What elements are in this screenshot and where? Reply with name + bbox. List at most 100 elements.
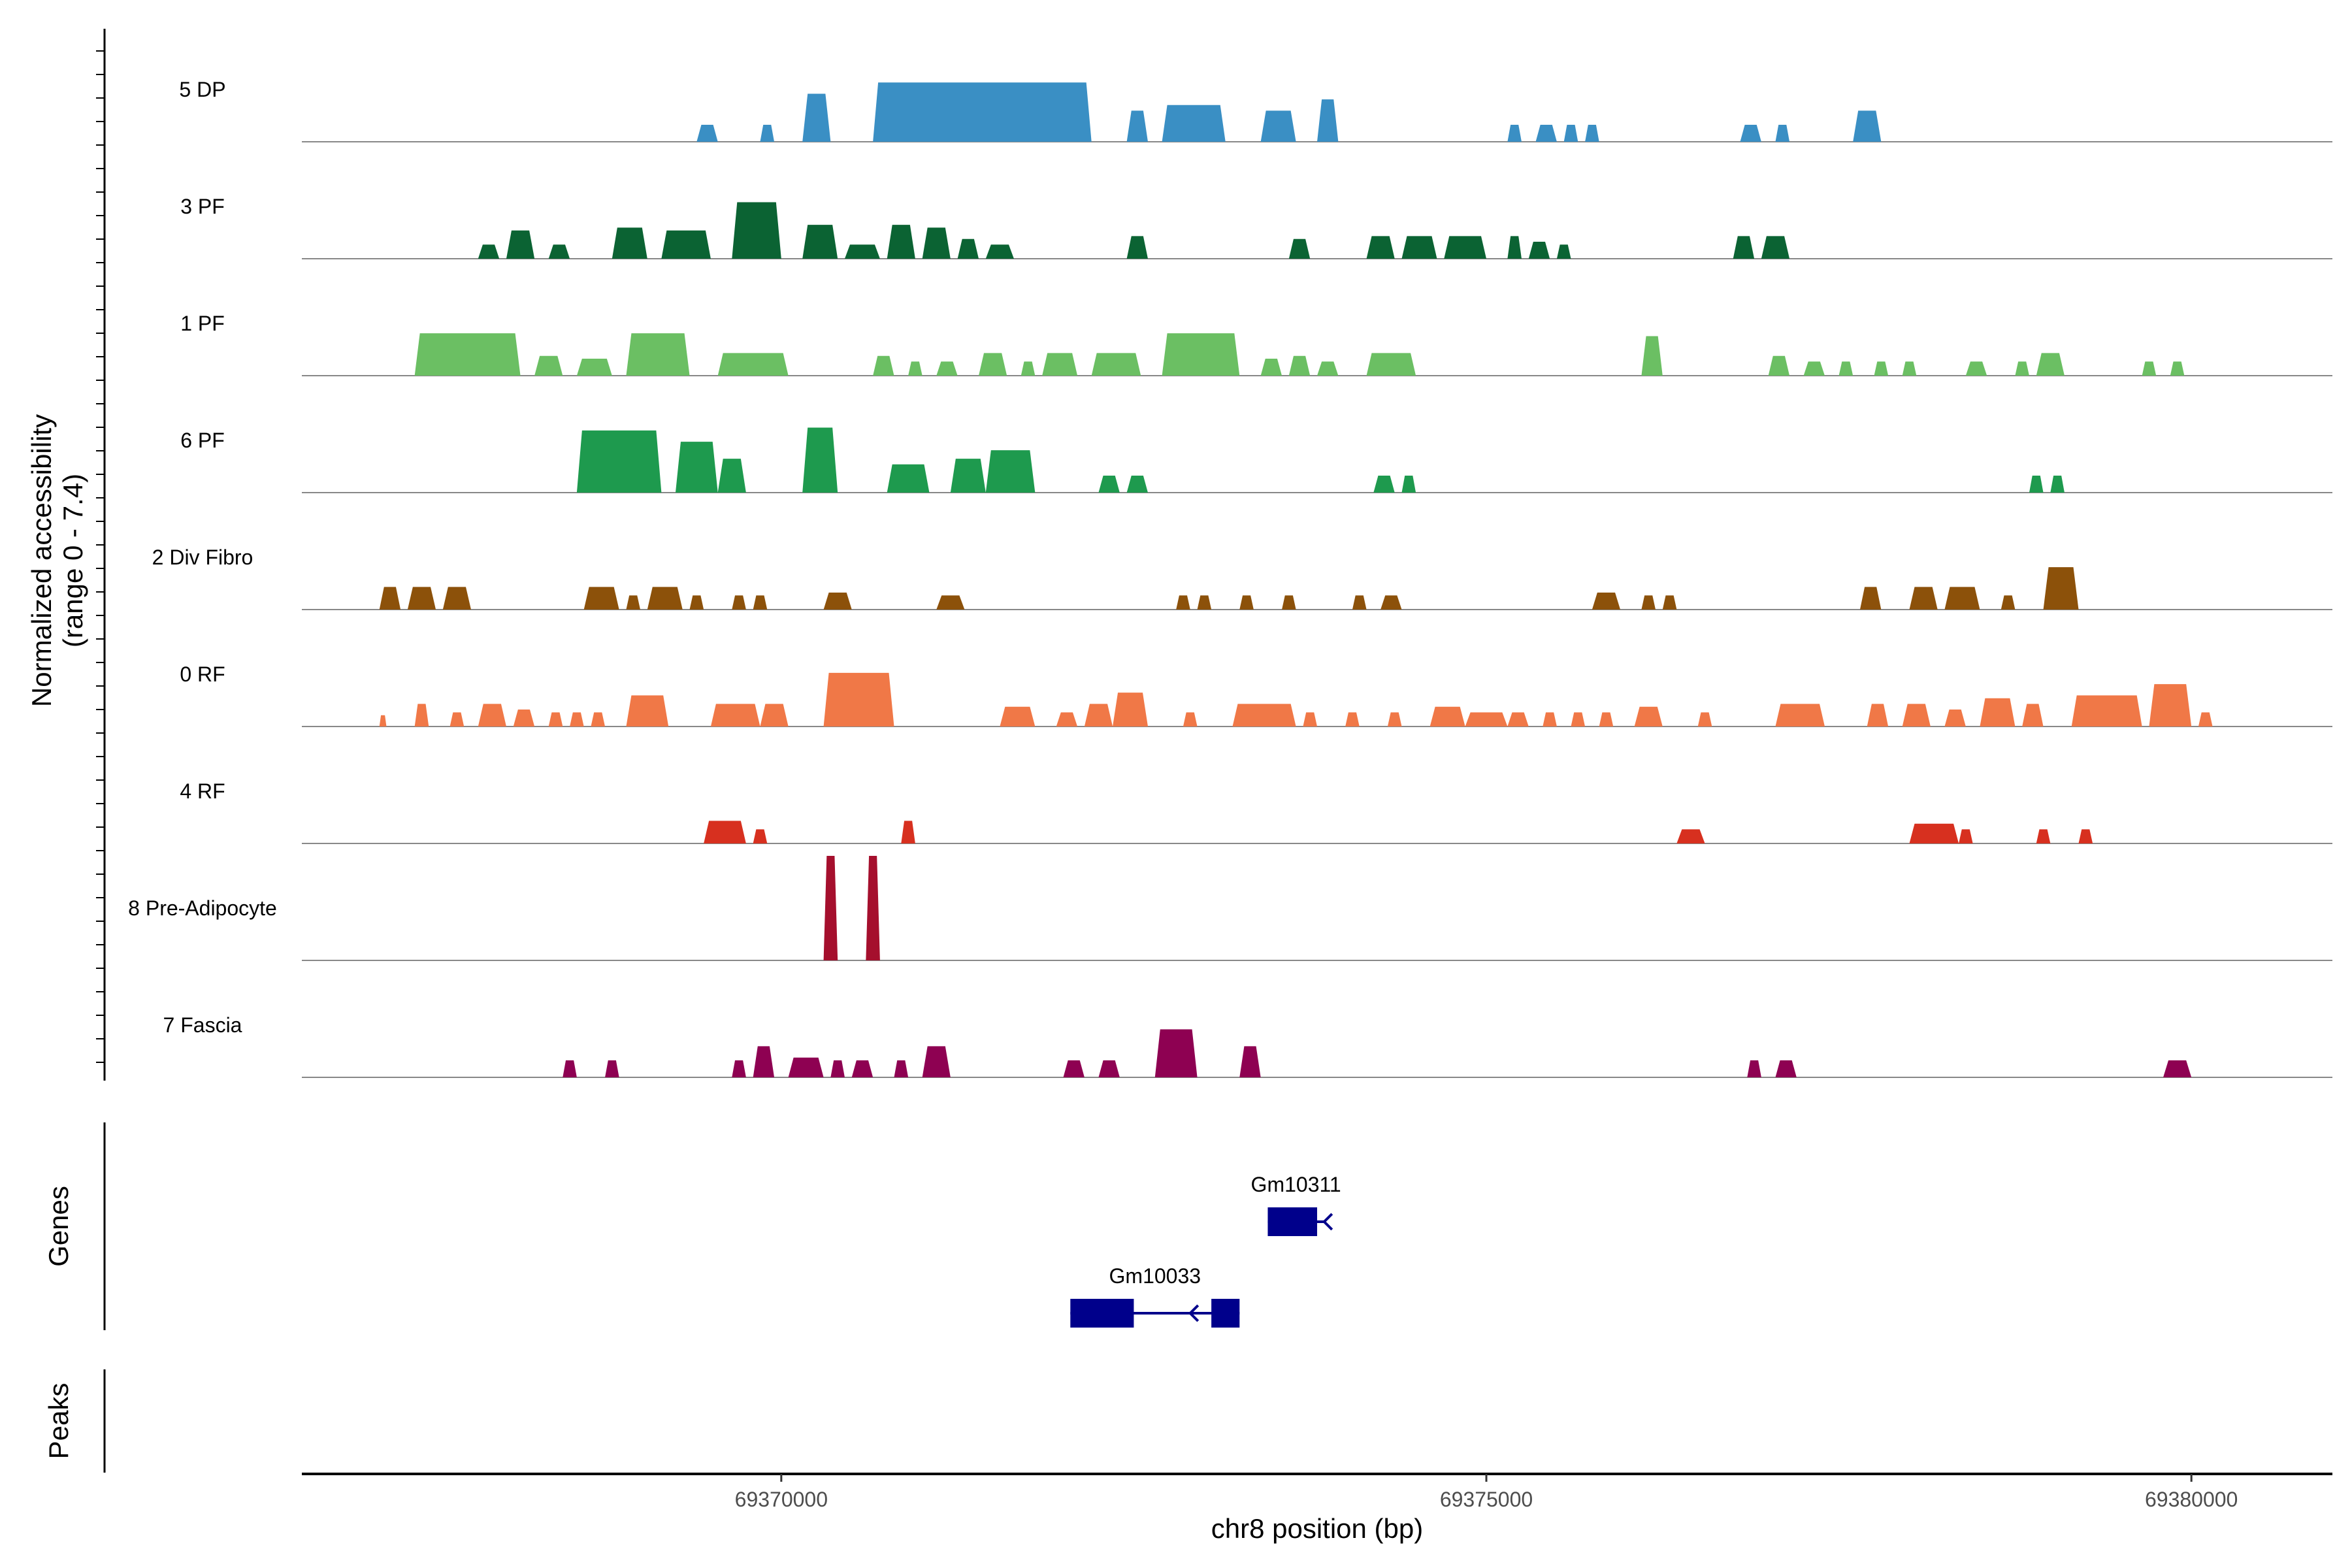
coverage-peak <box>887 225 915 259</box>
coverage-peak <box>2142 361 2157 376</box>
coverage-peak <box>1303 712 1317 727</box>
coverage-peak <box>1641 595 1656 610</box>
coverage-peak <box>2036 353 2065 376</box>
track-label: 8 Pre-Adipocyte <box>128 896 277 920</box>
coverage-peak <box>1662 595 1677 610</box>
coverage-peak <box>1465 712 1508 727</box>
coverage-peak <box>979 353 1007 376</box>
coverage-peak <box>985 450 1036 493</box>
coverage-peak <box>1444 236 1486 259</box>
coverage-peak <box>1909 823 1959 843</box>
coverage-peak <box>1965 361 1987 376</box>
coverage-peak <box>1352 595 1367 610</box>
coverage-peak <box>2022 704 2044 727</box>
coverage-y-ticks <box>96 50 105 1063</box>
coverage-peak <box>753 829 768 843</box>
coverage-peak <box>1775 1060 1797 1077</box>
gene-gm10311: Gm10311 <box>1251 1173 1341 1236</box>
coverage-peak <box>442 587 471 610</box>
coverage-peak <box>710 704 760 727</box>
gene-label: Gm10311 <box>1251 1173 1341 1196</box>
coverage-peak <box>1098 476 1120 493</box>
coverage-peak <box>1859 587 1882 610</box>
coverage-peak <box>605 1060 619 1077</box>
track-5-dp: 5 DP <box>179 78 2332 142</box>
coverage-peak <box>802 427 838 493</box>
track-1-pf: 1 PF <box>180 312 2332 376</box>
coverage-peak <box>1126 476 1148 493</box>
coverage-peak <box>1288 238 1311 259</box>
coverage-peak <box>1317 99 1339 142</box>
coverage-peak <box>1401 476 1416 493</box>
track-0-rf: 0 RF <box>180 662 2332 727</box>
gene-annotations: Gm10311 Gm10033 <box>1070 1173 1341 1328</box>
coverage-peak <box>1641 336 1663 376</box>
coverage-peak <box>675 442 718 493</box>
coverage-peak <box>1239 1046 1261 1077</box>
coverage-peak <box>1288 355 1311 376</box>
coverage-peak <box>548 244 570 259</box>
coverage-peak <box>760 704 789 727</box>
coverage-peak <box>950 459 986 493</box>
coverage-peak <box>2198 712 2213 727</box>
coverage-peak <box>844 244 880 259</box>
track-label: 2 Div Fibro <box>152 546 253 569</box>
coverage-peak <box>626 695 669 727</box>
coverage-peak <box>1401 236 1437 259</box>
coverage-peak <box>753 595 768 610</box>
coverage-peak <box>1874 361 1889 376</box>
peaks-panel: Peaks <box>43 1369 106 1473</box>
coverage-peak <box>696 125 718 142</box>
coverage-peak <box>1098 1060 1120 1077</box>
coverage-peak <box>626 333 690 376</box>
coverage-peak <box>1902 361 1917 376</box>
coverage-peak <box>1260 359 1282 376</box>
coverage-peak <box>1197 595 1212 610</box>
x-axis-title: chr8 position (bp) <box>1211 1513 1424 1544</box>
coverage-peak <box>823 672 894 727</box>
coverage-peak <box>1126 236 1148 259</box>
coverage-peak <box>534 355 563 376</box>
coverage-peak <box>1176 595 1190 610</box>
coverage-peak <box>1768 355 1790 376</box>
coverage-peak <box>1775 125 1790 142</box>
coverage-peak <box>866 856 880 960</box>
coverage-peak <box>1084 704 1113 727</box>
coverage-peak <box>1634 706 1663 727</box>
coverage-peak <box>922 227 951 259</box>
coverage-peak <box>1239 595 1254 610</box>
coverage-peak <box>661 230 711 259</box>
x-tick-label: 69375000 <box>1440 1488 1533 1511</box>
coverage-peak <box>788 1057 824 1077</box>
coverage-peak <box>1282 595 1296 610</box>
coverage-peak <box>1260 110 1296 142</box>
coverage-peak <box>922 1046 951 1077</box>
coverage-peak <box>1507 125 1522 142</box>
coverage-peak <box>548 712 563 727</box>
coverage-peak <box>1761 236 1790 259</box>
coverage-peak <box>1021 361 1036 376</box>
coverage-peak <box>1162 105 1226 142</box>
coverage-peak <box>1867 704 1889 727</box>
coverage-peak <box>1387 712 1402 727</box>
x-axis: 69370000 69375000 69380000 chr8 position (… <box>302 1473 2332 1544</box>
coverage-peak <box>612 227 647 259</box>
track-7-fascia: 7 Fascia <box>163 1013 2332 1078</box>
coverage-peak <box>1944 587 1980 610</box>
coverage-peak <box>1232 704 1296 727</box>
coverage-peak <box>873 355 894 376</box>
gene-exon <box>1211 1299 1240 1328</box>
x-ticks: 69370000 69375000 69380000 <box>735 1474 2238 1511</box>
coverage-peak <box>732 1060 746 1077</box>
coverage-peak <box>1563 125 1578 142</box>
coverage-peak <box>1528 242 1550 259</box>
coverage-peak <box>1345 712 1360 727</box>
y-axis-title-line2: (range 0 - 7.4) <box>57 474 88 647</box>
coverage-peak <box>2078 829 2093 843</box>
coverage-peak <box>689 595 704 610</box>
strand-arrow-icon <box>1188 1304 1200 1322</box>
coverage-peak <box>1959 829 1973 843</box>
coverage-peak <box>1380 595 1402 610</box>
track-2-div-fibro: 2 Div Fibro <box>152 546 2332 610</box>
coverage-peak <box>1366 236 1395 259</box>
